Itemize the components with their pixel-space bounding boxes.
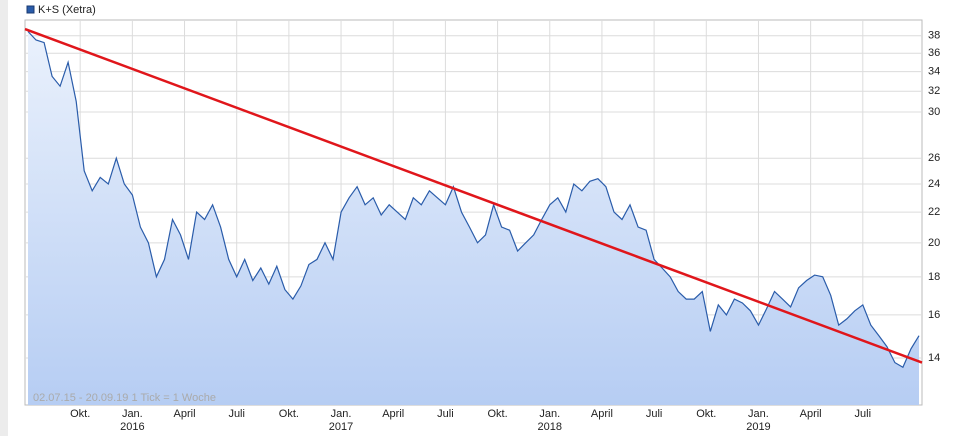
trend-line [24,27,923,364]
y-tick-label: 38 [928,30,940,42]
y-tick-label: 32 [928,85,940,97]
price-line [27,31,920,369]
x-tick-label: Juli [646,408,663,420]
y-tick-label: 16 [928,309,940,321]
y-tick-label: 18 [928,271,940,283]
x-tick-label: April [591,408,613,420]
x-tick-label: Okt. [696,408,716,420]
x-tick-label: Juli [855,408,872,420]
x-tick-label: Okt. [487,408,507,420]
y-tick-label: 24 [928,178,940,190]
legend-swatch [26,5,35,14]
x-tick-label: Jan. [122,408,143,420]
x-tick-label: Jan. [539,408,560,420]
area [28,31,919,405]
y-tick-label: 34 [928,66,940,78]
x-tick-label: April [800,408,822,420]
legend-label: K+S (Xetra) [38,4,96,16]
year-label: 2018 [538,421,562,433]
x-tick-label: April [382,408,404,420]
footnote: 02.07.15 - 20.09.19 1 Tick = 1 Woche [33,392,216,404]
year-label: 2016 [120,421,144,433]
x-tick-label: April [174,408,196,420]
y-tick-label: 30 [928,106,940,118]
x-tick-label: Juli [437,408,454,420]
x-tick-label: Jan. [748,408,769,420]
y-tick-label: 22 [928,206,940,218]
side-strip [0,0,8,436]
x-tick-label: Juli [228,408,245,420]
x-tick-label: Jan. [331,408,352,420]
year-label: 2019 [746,421,770,433]
x-tick-label: Okt. [70,408,90,420]
y-tick-label: 26 [928,152,940,164]
year-label: 2017 [329,421,353,433]
y-tick-label: 14 [928,352,940,364]
y-tick-label: 36 [928,47,940,59]
y-tick-label: 20 [928,237,940,249]
x-tick-label: Okt. [279,408,299,420]
